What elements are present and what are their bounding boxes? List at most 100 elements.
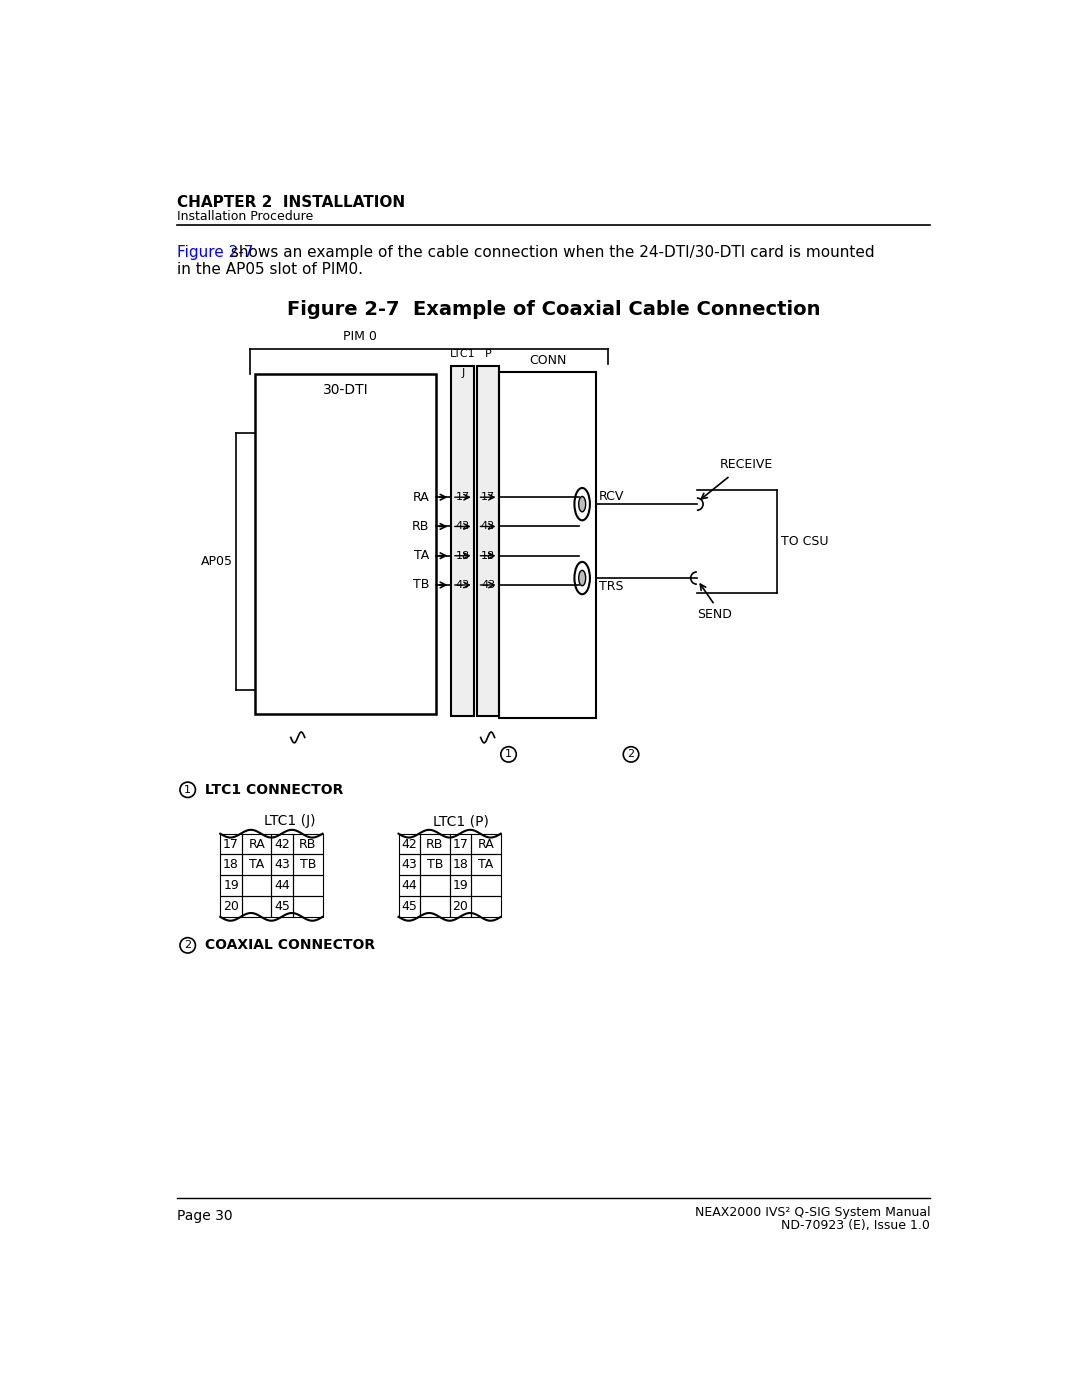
Text: 18: 18 — [456, 550, 470, 560]
Bar — [271, 834, 293, 855]
Text: shows an example of the cable connection when the 24-DTI/30-DTI card is mounted: shows an example of the cable connection… — [226, 244, 875, 260]
Text: Installation Procedure: Installation Procedure — [177, 210, 313, 224]
Text: 17: 17 — [453, 838, 469, 851]
Bar — [242, 895, 271, 916]
Text: 1: 1 — [505, 749, 512, 760]
Text: 42: 42 — [274, 838, 291, 851]
Text: 20: 20 — [224, 900, 239, 914]
Ellipse shape — [579, 570, 585, 585]
Text: 20: 20 — [453, 900, 469, 914]
Text: Figure 2-7: Figure 2-7 — [177, 244, 253, 260]
Text: TB: TB — [427, 858, 443, 872]
Bar — [242, 855, 271, 876]
Text: 19: 19 — [453, 879, 469, 893]
Text: in the AP05 slot of PIM0.: in the AP05 slot of PIM0. — [177, 263, 363, 278]
Bar — [399, 895, 420, 916]
Text: LTC1 (J): LTC1 (J) — [265, 814, 315, 828]
Text: TO CSU: TO CSU — [781, 535, 828, 548]
Bar — [242, 834, 271, 855]
Bar — [271, 855, 293, 876]
Text: RCV: RCV — [599, 489, 624, 503]
Bar — [471, 834, 501, 855]
Bar — [471, 876, 501, 895]
Text: 43: 43 — [481, 580, 495, 590]
Text: 18: 18 — [481, 550, 495, 560]
Text: 42: 42 — [456, 521, 470, 531]
Bar — [255, 374, 435, 714]
Text: TA: TA — [478, 858, 494, 872]
Text: 42: 42 — [402, 838, 417, 851]
Text: TA: TA — [249, 858, 265, 872]
Text: 45: 45 — [274, 900, 291, 914]
Text: ND-70923 (E), Issue 1.0: ND-70923 (E), Issue 1.0 — [781, 1218, 930, 1232]
Text: 42: 42 — [481, 521, 495, 531]
Text: 17: 17 — [224, 838, 239, 851]
Text: NEAX2000 IVS² Q-SIG System Manual: NEAX2000 IVS² Q-SIG System Manual — [694, 1206, 930, 1218]
Bar — [451, 366, 474, 715]
Text: PIM 0: PIM 0 — [342, 330, 377, 344]
Text: LTC1 (P): LTC1 (P) — [433, 814, 488, 828]
Text: RA: RA — [477, 838, 495, 851]
Text: 18: 18 — [224, 858, 239, 872]
Bar — [399, 876, 420, 895]
Bar — [420, 876, 449, 895]
Bar — [449, 895, 471, 916]
Text: RECEIVE: RECEIVE — [720, 458, 773, 471]
Bar — [220, 855, 242, 876]
Bar — [499, 372, 596, 718]
Bar — [471, 895, 501, 916]
Text: 44: 44 — [274, 879, 291, 893]
Text: RA: RA — [248, 838, 265, 851]
Bar — [271, 876, 293, 895]
Bar — [271, 895, 293, 916]
Bar — [420, 834, 449, 855]
Text: P: P — [485, 349, 491, 359]
Text: TB: TB — [414, 578, 430, 591]
Text: LTC1 CONNECTOR: LTC1 CONNECTOR — [200, 782, 343, 796]
Text: J: J — [461, 367, 464, 377]
Text: AP05: AP05 — [201, 555, 232, 569]
Bar — [471, 855, 501, 876]
Text: TB: TB — [299, 858, 316, 872]
Text: 43: 43 — [402, 858, 417, 872]
Bar — [220, 895, 242, 916]
Bar — [449, 876, 471, 895]
Text: TA: TA — [415, 549, 430, 562]
Bar — [293, 855, 323, 876]
Bar — [420, 855, 449, 876]
Text: SEND: SEND — [697, 608, 732, 622]
Bar — [476, 366, 499, 715]
Text: RA: RA — [413, 490, 430, 504]
Text: 2: 2 — [627, 749, 635, 760]
Text: 17: 17 — [481, 492, 495, 502]
Text: RB: RB — [299, 838, 316, 851]
Text: 43: 43 — [274, 858, 291, 872]
Bar — [399, 855, 420, 876]
Bar — [399, 834, 420, 855]
Bar — [449, 855, 471, 876]
Bar — [420, 895, 449, 916]
Text: 2: 2 — [184, 940, 191, 950]
Text: CONN: CONN — [529, 353, 566, 367]
Text: 44: 44 — [402, 879, 417, 893]
Text: CHAPTER 2  INSTALLATION: CHAPTER 2 INSTALLATION — [177, 194, 405, 210]
Ellipse shape — [579, 496, 585, 511]
Text: 30-DTI: 30-DTI — [323, 383, 368, 397]
Bar — [293, 834, 323, 855]
Text: TRS: TRS — [599, 580, 624, 592]
Text: 43: 43 — [456, 580, 470, 590]
Bar — [449, 834, 471, 855]
Text: Page 30: Page 30 — [177, 1208, 232, 1222]
Bar — [220, 876, 242, 895]
Text: COAXIAL CONNECTOR: COAXIAL CONNECTOR — [200, 939, 375, 953]
Bar — [293, 876, 323, 895]
Bar — [293, 895, 323, 916]
Text: RB: RB — [413, 520, 430, 534]
Text: 1: 1 — [185, 785, 191, 795]
Bar — [220, 834, 242, 855]
Text: 17: 17 — [456, 492, 470, 502]
Text: 18: 18 — [453, 858, 469, 872]
Text: LTC1: LTC1 — [450, 349, 475, 359]
Text: 45: 45 — [402, 900, 417, 914]
Text: 19: 19 — [224, 879, 239, 893]
